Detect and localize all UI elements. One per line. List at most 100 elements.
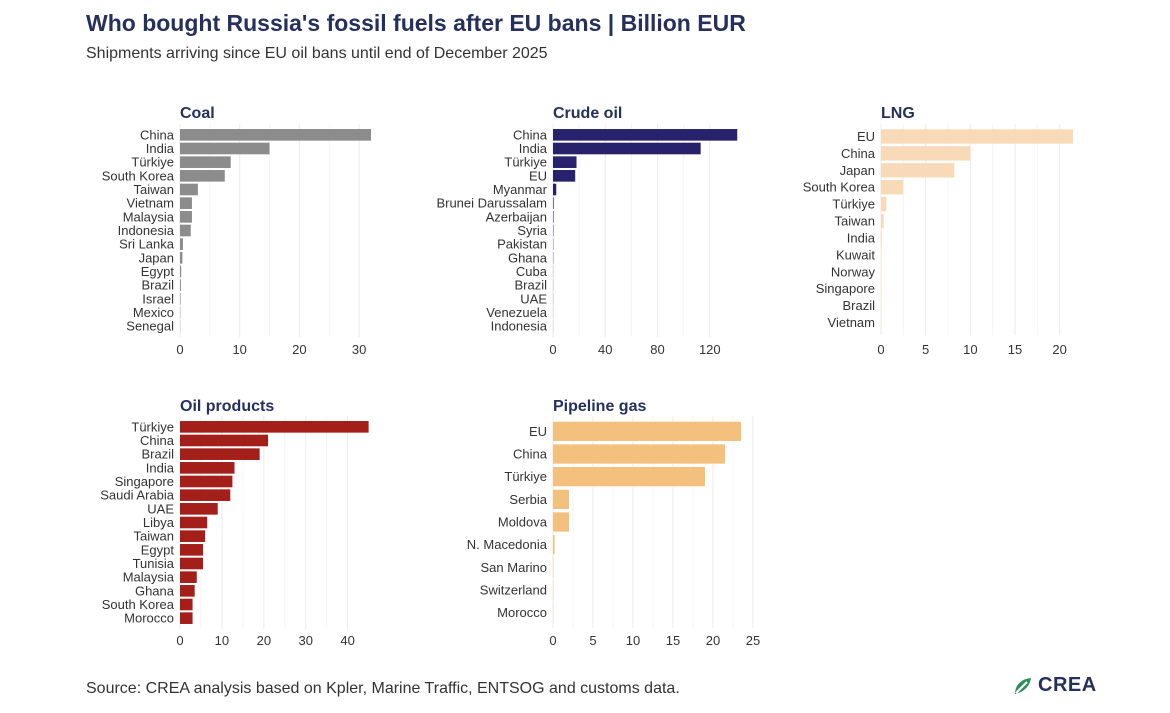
category-label: Venezuela	[486, 305, 547, 320]
tick-label: 40	[340, 633, 354, 648]
bar	[553, 467, 705, 487]
bar	[180, 475, 233, 488]
bar	[180, 503, 218, 515]
category-label: Switzerland	[480, 583, 547, 598]
category-label: San Marino	[481, 560, 547, 575]
chart-panel: Crude oil ChinaIndiaTürkiyeEUMyanmarBrune…	[436, 105, 749, 357]
bar	[180, 170, 225, 182]
tick-label: 20	[292, 342, 306, 357]
bar	[553, 183, 557, 196]
source-note: Source: CREA analysis based on Kpler, Ma…	[86, 680, 680, 697]
category-label: South Korea	[102, 168, 175, 183]
bar	[881, 129, 1074, 144]
bar	[553, 142, 701, 155]
category-label: Egypt	[141, 542, 175, 557]
panel-title: LNG	[881, 105, 915, 122]
category-label: South Korea	[102, 597, 175, 612]
tick-label: 30	[299, 633, 313, 648]
tick-label: 80	[650, 342, 664, 357]
category-label: Cuba	[516, 264, 548, 279]
category-label: Ghana	[508, 250, 548, 265]
category-label: UAE	[520, 291, 547, 306]
bar	[180, 462, 235, 474]
bar	[180, 197, 192, 209]
tick-label: 0	[549, 633, 556, 648]
tick-label: 10	[626, 633, 640, 648]
chart-subtitle: Shipments arriving since EU oil bans unt…	[86, 45, 548, 62]
category-label: Azerbaijan	[486, 209, 547, 224]
bar	[180, 238, 183, 250]
category-label: Moldova	[498, 515, 548, 530]
tick-label: 30	[352, 342, 366, 357]
bar	[180, 265, 182, 278]
category-label: Malaysia	[123, 570, 175, 585]
category-label: Indonesia	[118, 223, 175, 238]
bar	[180, 571, 197, 583]
tick-label: 0	[877, 342, 884, 357]
tick-label: 5	[922, 342, 929, 357]
category-label: Ghana	[135, 583, 175, 598]
bar	[180, 129, 372, 141]
tick-label: 0	[549, 342, 556, 357]
category-label: Egypt	[141, 264, 175, 279]
tick-label: 0	[176, 342, 183, 357]
bar	[180, 293, 181, 305]
tick-label: 20	[1052, 342, 1066, 357]
bar	[180, 544, 204, 556]
category-label: China	[140, 433, 175, 448]
category-label: Türkiye	[832, 197, 875, 212]
category-label: Japan	[840, 163, 875, 178]
bar	[180, 585, 195, 597]
tick-label: 40	[598, 342, 612, 357]
bar	[553, 129, 738, 141]
category-label: Türkiye	[131, 419, 174, 434]
category-label: China	[513, 127, 548, 142]
tick-label: 0	[176, 633, 183, 648]
tick-label: 5	[589, 633, 596, 648]
chart-panel: Oil products TürkiyeChinaBrazilIndiaSinga…	[100, 398, 377, 648]
bar	[553, 489, 569, 509]
bar	[881, 230, 882, 246]
category-label: India	[847, 230, 876, 245]
category-label: N. Macedonia	[467, 537, 548, 552]
bar	[553, 170, 576, 182]
category-label: Vietnam	[828, 315, 875, 330]
bar	[180, 530, 206, 542]
category-label: Türkiye	[131, 155, 174, 170]
category-label: Taiwan	[835, 214, 875, 229]
tick-label: 25	[746, 633, 760, 648]
bar	[180, 211, 192, 223]
chart-panel: LNG EU China Japan South Korea Türkiye TaiwanI…	[803, 105, 1082, 357]
category-label: Serbia	[509, 492, 547, 507]
bar	[553, 535, 555, 555]
panel-title: Coal	[180, 105, 215, 122]
category-label: Senegal	[126, 319, 174, 334]
category-label: Brazil	[514, 278, 547, 293]
bar	[881, 196, 887, 212]
category-label: Türkiye	[504, 155, 547, 170]
category-label: Singapore	[115, 474, 174, 489]
bar	[881, 213, 884, 229]
tick-label: 15	[1008, 342, 1022, 357]
bar	[180, 279, 181, 291]
bar	[180, 489, 231, 501]
bar	[180, 252, 183, 264]
category-label: Norway	[831, 264, 876, 279]
leaf-icon	[1015, 677, 1031, 694]
tick-label: 20	[257, 633, 271, 648]
bar	[180, 224, 191, 237]
panel-title: Pipeline gas	[553, 398, 646, 415]
category-label: China	[140, 127, 175, 142]
category-label: Brazil	[842, 298, 875, 313]
category-label: Israel	[142, 291, 174, 306]
category-label: China	[841, 146, 876, 161]
bar	[553, 421, 741, 441]
category-label: Vietnam	[127, 196, 174, 211]
category-label: Brunei Darussalam	[436, 196, 547, 211]
category-label: Libya	[143, 515, 175, 530]
panel-title: Crude oil	[553, 105, 622, 122]
category-label: Indonesia	[491, 319, 548, 334]
bar	[881, 180, 904, 195]
category-label: Myanmar	[493, 182, 548, 197]
